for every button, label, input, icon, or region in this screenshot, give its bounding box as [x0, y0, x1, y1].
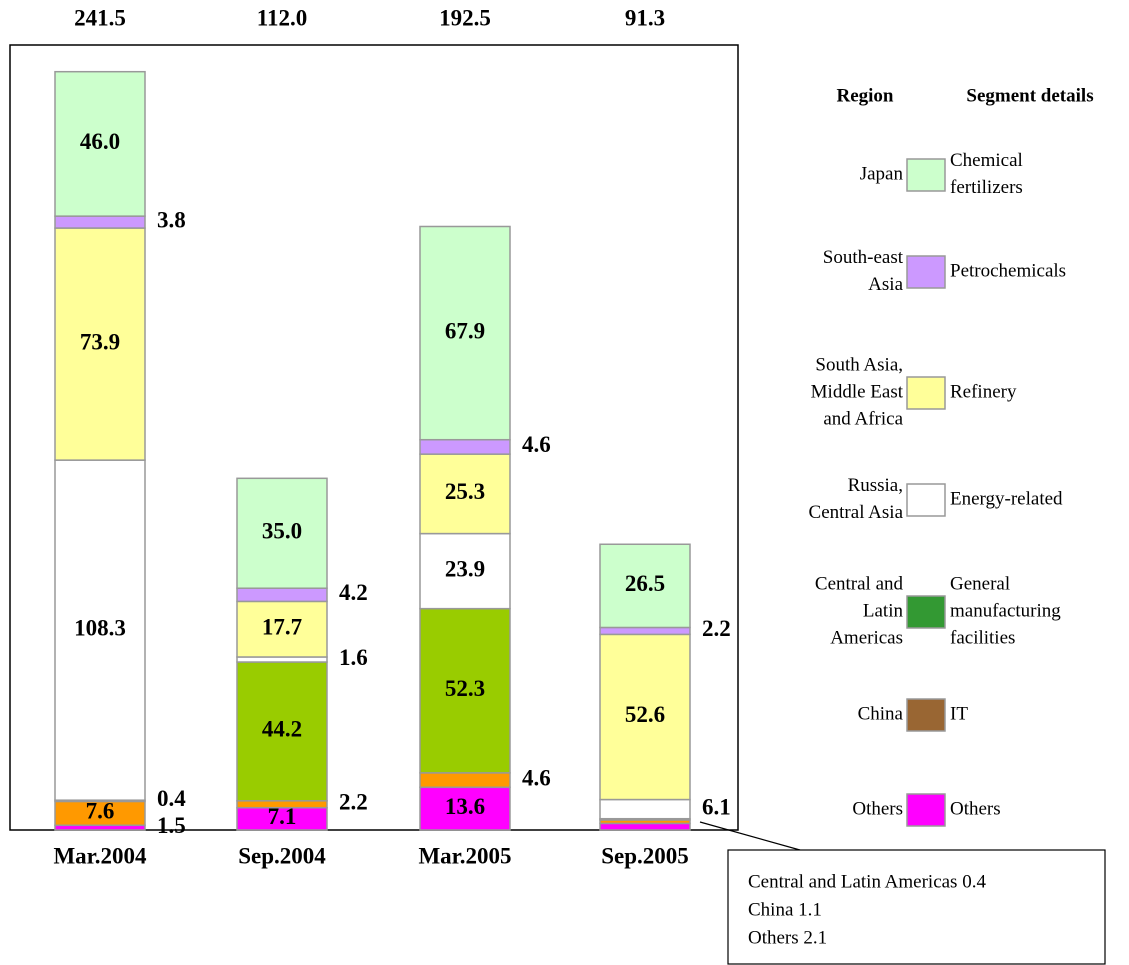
legend-swatch: [906, 595, 946, 629]
value-label: 17.7: [262, 614, 302, 639]
legend-swatch: [906, 793, 946, 827]
legend-label: General: [950, 573, 1010, 594]
x-tick-label: Sep.2004: [238, 843, 326, 868]
value-label: 0.4: [157, 786, 186, 811]
bar-segment: [599, 798, 691, 820]
bar-segment: [419, 453, 511, 535]
legend-label: IT: [950, 703, 968, 724]
bar-segment: [599, 822, 691, 831]
value-label: 23.9: [445, 556, 485, 581]
legend-region: Asia: [868, 274, 903, 295]
bar-segment: [419, 607, 511, 774]
bar-segment: [54, 215, 146, 229]
legend-header: Segment details: [966, 85, 1093, 106]
value-label: 26.5: [625, 571, 665, 596]
legend-swatch: [906, 255, 946, 289]
legend-swatch: [906, 158, 946, 192]
bar-segment: [236, 656, 328, 663]
legend-region: Russia,: [848, 475, 903, 496]
legend-label: Refinery: [950, 381, 1017, 402]
legend-swatch: [906, 376, 946, 410]
value-label: 3.8: [157, 207, 186, 232]
legend-region: Others: [852, 798, 903, 819]
bar-segment: [236, 477, 328, 589]
bar-segment: [419, 225, 511, 441]
bar-segment: [236, 661, 328, 802]
value-label: 46.0: [80, 129, 120, 154]
value-label: 67.9: [445, 318, 485, 343]
legend-label: Energy-related: [950, 488, 1063, 509]
x-tick-label: Sep.2005: [601, 843, 689, 868]
value-label: 25.3: [445, 479, 485, 504]
legend-region: Latin: [863, 600, 904, 621]
legend-label: Chemical: [950, 150, 1023, 171]
plot-frame: [9, 44, 739, 831]
legend-label: Others: [950, 798, 1001, 819]
callout-text: Central and Latin Americas 0.4: [748, 871, 986, 892]
callout-box: [727, 849, 1106, 965]
bar-segment: [236, 800, 328, 809]
value-label: 1.5: [157, 813, 186, 838]
value-label: 4.2: [339, 580, 368, 605]
bar-segment: [599, 633, 691, 801]
bar-segment: [419, 438, 511, 455]
value-label: 52.6: [625, 702, 665, 727]
bar-segment: [54, 227, 146, 461]
bar-segment: [54, 459, 146, 801]
value-label: 2.2: [339, 790, 368, 815]
bar-segment: [419, 772, 511, 789]
legend-label: manufacturing: [950, 600, 1061, 621]
legend-region: Japan: [860, 163, 904, 184]
legend-swatch: [906, 698, 946, 732]
value-label: 2.2: [702, 616, 731, 641]
value-label: 73.9: [80, 329, 120, 354]
value-label: 108.3: [74, 615, 126, 640]
total-label: 241.5: [74, 5, 126, 30]
value-label: 44.2: [262, 717, 302, 742]
value-label: 35.0: [262, 519, 302, 544]
bar-segment: [236, 587, 328, 603]
legend-region: Americas: [830, 627, 903, 648]
total-label: 91.3: [625, 5, 665, 30]
value-label: 4.6: [522, 765, 551, 790]
bar-segment: [54, 70, 146, 217]
legend-region: Middle East: [811, 381, 904, 402]
bar-segment: [236, 600, 328, 658]
bar-segment: [599, 543, 691, 629]
value-label: 7.6: [86, 799, 115, 824]
callout-text: China 1.1: [748, 899, 822, 920]
legend-label: facilities: [950, 627, 1015, 648]
legend-label: fertilizers: [950, 177, 1023, 198]
callout-leader: [699, 821, 801, 851]
bar-segment: [419, 532, 511, 610]
value-label: 4.6: [522, 432, 551, 457]
legend-region: South-east: [823, 247, 904, 268]
x-tick-label: Mar.2004: [53, 843, 147, 868]
legend-region: South Asia,: [815, 354, 903, 375]
legend-region: Central and: [815, 573, 904, 594]
value-label: 6.1: [702, 794, 731, 819]
bar-segment: [599, 626, 691, 636]
legend-region: China: [858, 703, 904, 724]
callout-text: Others 2.1: [748, 927, 827, 948]
value-label: 1.6: [339, 645, 368, 670]
legend-region: Central Asia: [809, 502, 904, 523]
x-tick-label: Mar.2005: [418, 843, 511, 868]
value-label: 52.3: [445, 676, 485, 701]
bar-segment: [419, 786, 511, 831]
legend-header: Region: [837, 85, 894, 106]
legend-region: and Africa: [823, 408, 903, 429]
total-label: 192.5: [439, 5, 491, 30]
value-label: 13.6: [445, 794, 485, 819]
total-label: 112.0: [257, 5, 307, 30]
legend-label: Petrochemicals: [950, 260, 1066, 281]
legend-swatch: [906, 483, 946, 517]
